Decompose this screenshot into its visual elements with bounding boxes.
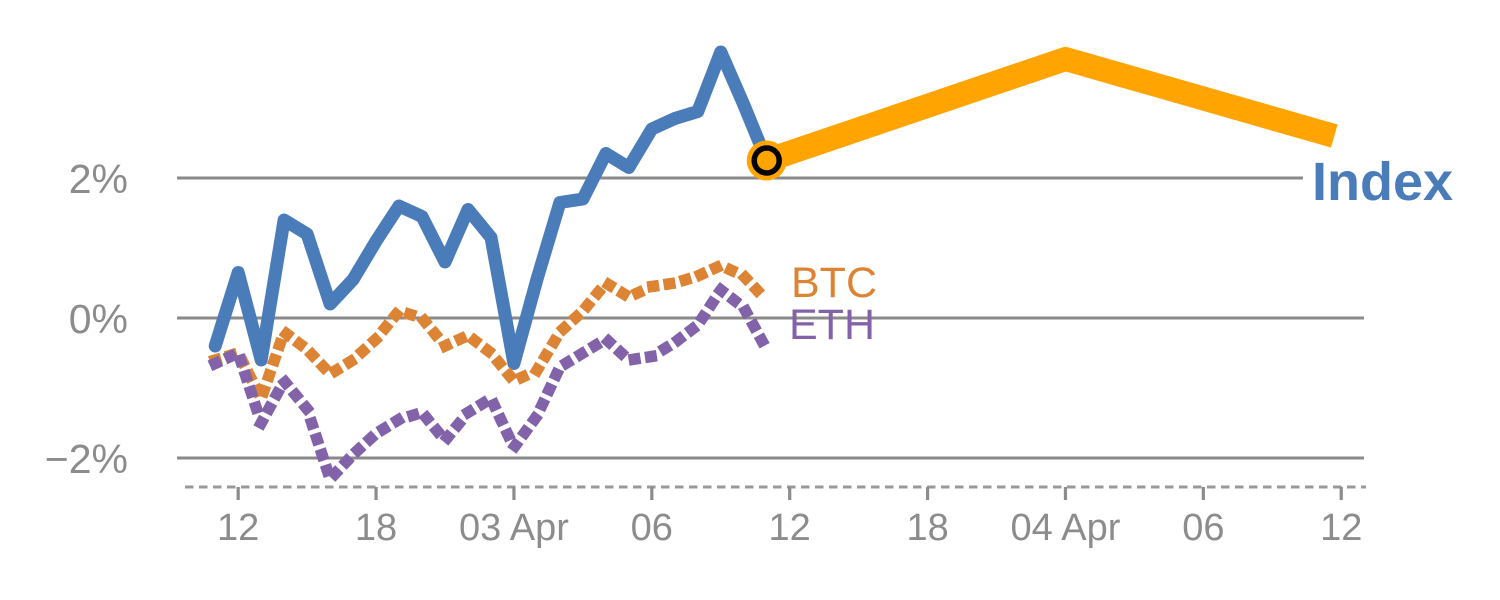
eth-label: ETH <box>789 301 875 349</box>
y-tick-label: 0% <box>69 296 128 342</box>
x-tick-label: 04 Apr <box>1011 507 1121 549</box>
x-tick-label: 12 <box>1320 507 1362 549</box>
x-tick-label: 06 <box>1182 507 1224 549</box>
index-label-bg <box>1303 151 1475 211</box>
x-tick-label: 06 <box>631 507 673 549</box>
y-tick-label: −2% <box>45 436 128 482</box>
btc-label: BTC <box>791 259 877 307</box>
y-tick-label: 2% <box>69 156 128 202</box>
index-label: Index <box>1312 152 1453 212</box>
x-tick-label: 18 <box>355 507 397 549</box>
index-forecast-line <box>762 47 1338 172</box>
x-tick-label: 12 <box>769 507 811 549</box>
btc-line <box>208 259 775 405</box>
x-tick-label: 18 <box>906 507 948 549</box>
x-tick-label: 12 <box>217 507 259 549</box>
eth-line <box>207 284 775 485</box>
index-line <box>208 45 774 370</box>
current-point-marker-ring <box>751 145 782 176</box>
x-tick-label: 03 Apr <box>459 507 569 549</box>
